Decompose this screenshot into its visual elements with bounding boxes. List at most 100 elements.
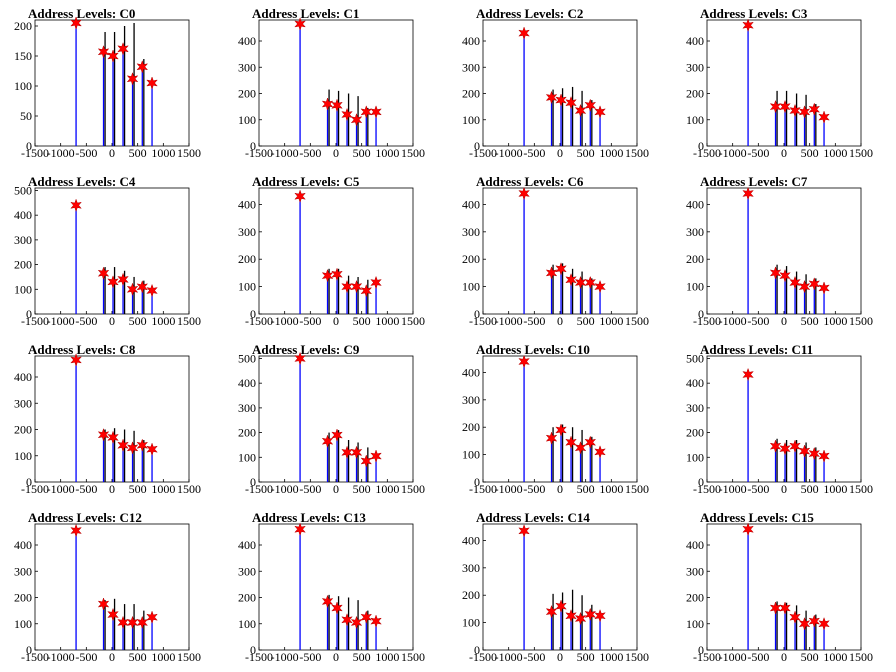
peak-marker <box>126 72 139 86</box>
peak-marker <box>779 99 791 114</box>
x-tick-label: 1000 <box>599 146 623 160</box>
x-tick-label: -1500 <box>693 314 721 328</box>
x-tick-label: -1000 <box>271 314 299 328</box>
peak-marker <box>360 283 373 298</box>
chart-title: Address Levels: C12 <box>28 510 142 525</box>
peak-marker <box>594 608 606 623</box>
peak-marker <box>518 186 530 201</box>
chart-title: Address Levels: C1 <box>252 6 360 21</box>
x-tick-label: 1500 <box>849 482 873 496</box>
peak-marker <box>370 275 382 290</box>
x-tick-label: -1000 <box>495 482 523 496</box>
chart-panel: Address Levels: C14 0 100 200 300 400 -1500 -10… <box>448 504 672 672</box>
series-black <box>552 86 593 146</box>
x-tick-label: 1000 <box>375 146 399 160</box>
y-tick-label: 400 <box>462 197 480 211</box>
y-tick-label: 0 <box>474 475 480 489</box>
x-tick-label: -500 <box>75 314 97 328</box>
x-tick-label: 500 <box>129 482 147 496</box>
x-tick-label: -1500 <box>245 482 273 496</box>
peak-marker <box>769 601 782 615</box>
peak-marker <box>808 446 821 461</box>
peak-marker <box>70 198 82 213</box>
y-tick-label: 0 <box>698 643 704 657</box>
x-tick-label: -500 <box>75 146 97 160</box>
y-tick-label: 200 <box>14 423 32 437</box>
x-tick-label: -500 <box>523 650 545 664</box>
peak-marker <box>341 445 353 460</box>
x-tick-label: 1500 <box>849 146 873 160</box>
peak-marker <box>518 354 530 369</box>
y-tick-label: 200 <box>238 252 256 266</box>
peak-marker <box>117 615 129 630</box>
series-black <box>104 23 145 146</box>
peak-marker <box>331 98 343 113</box>
peak-marker <box>574 275 587 290</box>
peak-marker <box>779 441 791 456</box>
x-tick-label: -1000 <box>719 314 747 328</box>
axes-frame <box>482 19 638 147</box>
y-tick-label: 100 <box>462 113 480 127</box>
x-tick-label: -500 <box>523 146 545 160</box>
peak-marker <box>321 97 334 111</box>
peak-marker <box>117 438 129 453</box>
x-tick-label: 1500 <box>177 482 201 496</box>
y-tick-label: 300 <box>238 225 256 239</box>
x-tick-label: 1500 <box>625 650 649 664</box>
y-tick-label: 200 <box>238 87 256 101</box>
x-tick-label: -500 <box>299 314 321 328</box>
y-tick-label: 400 <box>686 538 704 552</box>
x-tick-label: 500 <box>129 146 147 160</box>
x-tick-label: -1000 <box>495 650 523 664</box>
series-black <box>552 589 593 650</box>
chart-panel: Address Levels: C0 0 50 100 150 200 -1500 -1000… <box>0 0 224 168</box>
x-tick-label: -500 <box>299 650 321 664</box>
y-tick-label: 100 <box>238 450 256 464</box>
x-tick-label: 1500 <box>177 314 201 328</box>
peak-marker <box>370 614 382 628</box>
x-tick-label: 1500 <box>625 482 649 496</box>
peak-marker <box>331 267 343 282</box>
y-tick-label: 100 <box>14 79 32 93</box>
chart-panel: Address Levels: C4 0 100 200 300 400 500 -1500-… <box>0 168 224 336</box>
y-tick-label: 0 <box>26 139 32 153</box>
peak-marker <box>294 17 306 31</box>
axes-frame <box>258 355 414 483</box>
x-tick-label: -1500 <box>469 314 497 328</box>
axes-frame <box>706 187 862 315</box>
peak-marker <box>97 597 110 611</box>
y-tick-label: 0 <box>26 475 32 489</box>
x-tick-label: 0 <box>557 314 563 328</box>
y-tick-label: 300 <box>686 60 704 74</box>
chart-title: Address Levels: C6 <box>476 174 584 189</box>
peak-marker <box>565 435 577 450</box>
y-tick-label: 400 <box>238 538 256 552</box>
peak-marker <box>331 428 343 442</box>
peak-marker <box>769 266 782 280</box>
chart-panel: Address Levels: C7 0 100 200 300 400 -1500 -100… <box>672 168 896 336</box>
x-tick-label: 1000 <box>375 482 399 496</box>
peak-marker <box>117 272 129 287</box>
x-tick-label: -1500 <box>245 314 273 328</box>
x-tick-label: -500 <box>75 482 97 496</box>
x-tick-label: 1000 <box>151 314 175 328</box>
peak-marker <box>107 430 119 445</box>
axes-frame <box>706 355 862 483</box>
y-tick-label: 400 <box>14 208 32 222</box>
peak-marker <box>798 105 811 119</box>
y-tick-label: 400 <box>238 197 256 211</box>
x-tick-label: -500 <box>747 650 769 664</box>
x-tick-label: -1000 <box>271 146 299 160</box>
y-tick-label: 400 <box>686 34 704 48</box>
chart-svg: 0 100 200 300 400 -1500-1000 -500 0 500 1000 1500 <box>238 17 425 160</box>
chart-panel: Address Levels: C9 0 100 200 300 400 500 -1500-… <box>224 336 448 504</box>
x-tick-label: 500 <box>801 314 819 328</box>
peak-marker <box>341 279 353 294</box>
y-tick-label: 400 <box>462 34 480 48</box>
peak-marker <box>545 604 558 619</box>
x-tick-label: -1500 <box>21 146 49 160</box>
y-tick-label: 100 <box>14 617 32 631</box>
x-tick-label: 1000 <box>375 650 399 664</box>
peak-marker <box>789 439 801 453</box>
x-tick-label: 1500 <box>401 146 425 160</box>
